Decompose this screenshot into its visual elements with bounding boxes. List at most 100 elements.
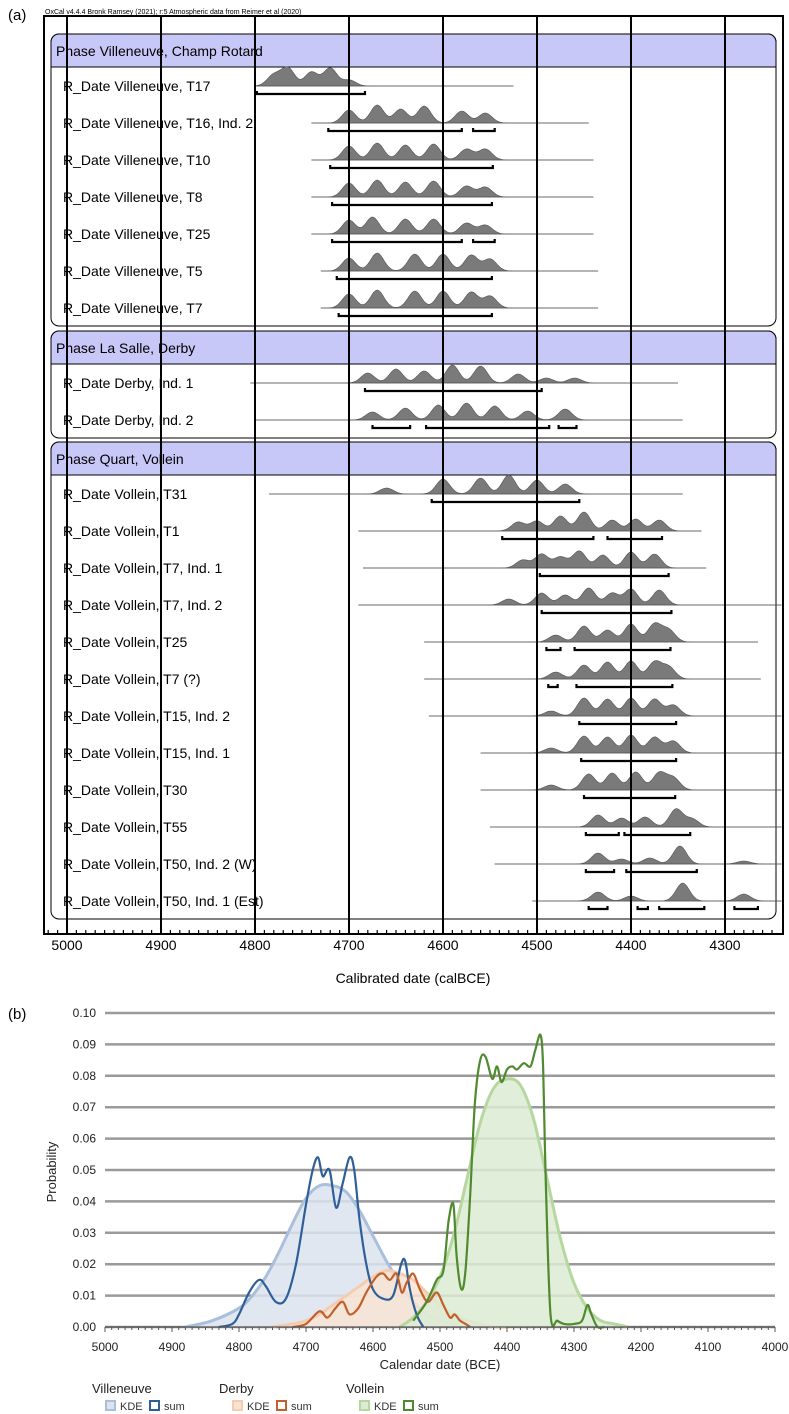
grid-lines-a xyxy=(66,16,726,934)
kde-line-vollein xyxy=(398,1077,628,1329)
legend-swatch-sum xyxy=(149,1400,160,1411)
date-label: R_Date Vollein, T55 xyxy=(63,819,187,835)
phase-header-band xyxy=(50,330,777,365)
y-tick-label: 0.01 xyxy=(73,1289,97,1303)
x-tick-label: 4500 xyxy=(521,937,552,953)
hpd-range-bar xyxy=(557,425,578,430)
hpd-range-bar xyxy=(335,276,493,281)
hpd-range-bar xyxy=(538,573,670,578)
legend-swatch-kde xyxy=(359,1400,370,1411)
x-tick-label: 4300 xyxy=(561,1340,588,1354)
y-tick-label: 0.05 xyxy=(73,1163,97,1177)
hpd-range-bar xyxy=(471,128,496,133)
date-label: R_Date Villeneuve, T10 xyxy=(63,152,211,168)
legend-group-vollein: Vollein xyxy=(346,1381,384,1396)
x-tick-label: 4100 xyxy=(695,1340,722,1354)
x-tick-label: 4700 xyxy=(333,937,364,953)
panel-b-tag: (b) xyxy=(8,1006,26,1023)
date-label: R_Date Vollein, T50, Ind. 2 (W) xyxy=(63,856,257,872)
x-axis-a: 5000 4900 4800 4700 4600 4500 4400 4300 Calibrat… xyxy=(47,927,773,986)
hpd-range-bar xyxy=(580,758,678,763)
date-label: R_Date Villeneuve, T17 xyxy=(63,78,211,94)
x-tick-label: 4600 xyxy=(360,1340,387,1354)
sum-line-derby xyxy=(292,1272,471,1329)
y-tick-label: 0.07 xyxy=(73,1100,97,1114)
x-tick-label: 4400 xyxy=(615,937,646,953)
hpd-range-bar xyxy=(337,313,493,318)
date-label: R_Date Vollein, T31 xyxy=(63,486,187,502)
hpd-range-bar xyxy=(623,832,692,837)
hpd-range-bar xyxy=(501,536,595,541)
hpd-range-bar xyxy=(329,165,494,170)
x-tick-label: 4900 xyxy=(159,1340,186,1354)
phase-title: Phase Quart, Vollein xyxy=(56,451,184,467)
x-tick-label: 4800 xyxy=(226,1340,253,1354)
hpd-range-bar xyxy=(578,721,678,726)
legend-group-villeneuve: Villeneuve xyxy=(92,1381,152,1396)
x-tick-label: 4400 xyxy=(494,1340,521,1354)
x-tick-label: 5000 xyxy=(51,937,82,953)
plot-frame xyxy=(43,15,784,935)
hpd-range-bar xyxy=(547,684,559,689)
date-label: R_Date Vollein, T7, Ind. 2 xyxy=(63,597,222,613)
date-label: R_Date Villeneuve, T8 xyxy=(63,189,203,205)
y-axis-title: Probability xyxy=(44,1141,59,1202)
date-label: R_Date Vollein, T1 xyxy=(63,523,180,539)
hpd-range-bar xyxy=(330,239,463,244)
hpd-range-bar xyxy=(575,684,674,689)
x-tick-label: 4800 xyxy=(239,937,270,953)
legend: Villeneuve KDE sum Derby KDE sum Vollein KDE sum xyxy=(92,1381,439,1413)
legend-swatch-sum xyxy=(276,1400,287,1411)
hpd-range-bar xyxy=(584,832,620,837)
hpd-range-bar xyxy=(471,239,496,244)
panel-a: (a) OxCal v4.4.4 Bronk Ramsey (2021); r:5… xyxy=(8,7,784,986)
x-tick-label: 4600 xyxy=(427,937,458,953)
date-label: R_Date Villeneuve, T7 xyxy=(63,300,203,316)
date-label: R_Date Villeneuve, T5 xyxy=(63,263,203,279)
legend-swatch-kde xyxy=(232,1400,243,1411)
x-tick-label: 5000 xyxy=(92,1340,119,1354)
y-tick-label: 0.04 xyxy=(73,1194,97,1208)
hpd-range-bar xyxy=(430,499,581,504)
x-tick-label: 4000 xyxy=(762,1340,789,1354)
date-label: R_Date Derby, Ind. 2 xyxy=(63,412,194,428)
legend-swatch-sum xyxy=(403,1400,414,1411)
date-label: R_Date Villeneuve, T25 xyxy=(63,226,211,242)
x-axis-title: Calendar date (BCE) xyxy=(380,1357,501,1372)
legend-group-derby: Derby xyxy=(219,1381,254,1396)
x-tick-label: 4300 xyxy=(709,937,740,953)
hpd-range-bar xyxy=(371,425,412,430)
oxcal-header: OxCal v4.4.4 Bronk Ramsey (2021); r:5 At… xyxy=(45,9,301,16)
hpd-range-bar xyxy=(363,388,543,393)
y-tick-label: 0.06 xyxy=(73,1132,97,1146)
date-label: R_Date Vollein, T30 xyxy=(63,782,187,798)
legend-swatch-kde xyxy=(105,1400,116,1411)
legend-label-kde: KDE xyxy=(120,1401,143,1413)
y-tick-label: 0.00 xyxy=(73,1320,97,1334)
hpd-range-bar xyxy=(545,647,562,652)
hpd-range-bar xyxy=(573,647,672,652)
x-axis-title: Calibrated date (calBCE) xyxy=(336,970,491,986)
grid-lines-b: 0.00 0.01 0.02 0.03 0.04 0.05 0.06 0.07 0.08 0.09… xyxy=(73,1006,775,1334)
x-tick-label: 4700 xyxy=(293,1340,320,1354)
date-label: R_Date Derby, Ind. 1 xyxy=(63,375,194,391)
date-label: R_Date Vollein, T15, Ind. 1 xyxy=(63,745,230,761)
phase-header-band xyxy=(50,33,777,68)
hpd-range-bar xyxy=(584,869,616,874)
x-axis-b: 5000 4900 4800 4700 4600 4500 4400 4300 4200 4100… xyxy=(92,1326,789,1372)
hpd-range-bar xyxy=(424,425,551,430)
hpd-range-bar xyxy=(625,869,698,874)
hpd-range-bar xyxy=(606,536,664,541)
sum-line-vollein xyxy=(412,1033,605,1330)
hpd-range-bar xyxy=(330,202,493,207)
x-tick-label: 4200 xyxy=(628,1340,655,1354)
hpd-range-bar xyxy=(636,906,650,911)
y-tick-label: 0.09 xyxy=(73,1037,97,1051)
date-label: R_Date Vollein, T7, Ind. 1 xyxy=(63,560,222,576)
legend-label-sum: sum xyxy=(291,1401,312,1413)
hpd-range-bar xyxy=(327,128,463,133)
phase-title: Phase La Salle, Derby xyxy=(56,340,195,356)
y-tick-label: 0.10 xyxy=(73,1006,97,1020)
hpd-range-bar xyxy=(540,610,673,615)
